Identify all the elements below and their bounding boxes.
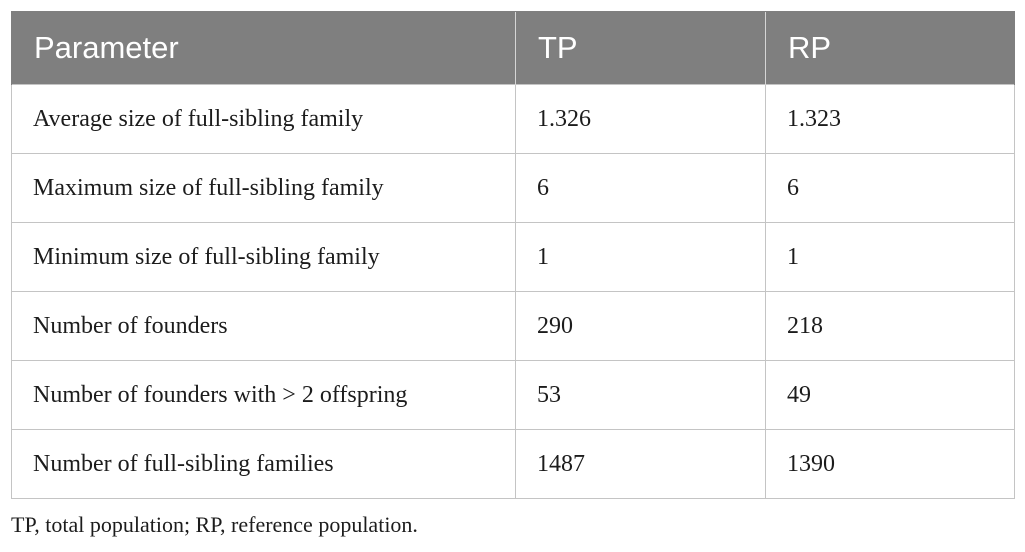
rp-value-cell: 1 — [765, 222, 1015, 292]
row-label-cell: Minimum size of full-sibling family — [11, 222, 516, 292]
table-row: Maximum size of full-sibling family 6 6 — [11, 153, 1015, 223]
tp-value-cell: 1487 — [515, 429, 766, 499]
table-row: Number of founders 290 218 — [11, 291, 1015, 361]
tp-value-cell: 290 — [515, 291, 766, 361]
table-row: Number of founders with > 2 offspring 53… — [11, 360, 1015, 430]
rp-value-cell: 1.323 — [765, 84, 1015, 154]
table-footnote: TP, total population; RP, reference popu… — [11, 512, 418, 537]
header-cell-rp: RP — [765, 11, 1015, 85]
tp-value-cell: 53 — [515, 360, 766, 430]
tp-value-cell: 1 — [515, 222, 766, 292]
header-row: Parameter TP RP — [11, 11, 1015, 85]
header-cell-parameter: Parameter — [11, 11, 516, 85]
row-label-cell: Number of full-sibling families — [11, 429, 516, 499]
data-table-container: Parameter TP RP Average size of full-sib… — [11, 11, 1015, 499]
row-label-cell: Average size of full-sibling family — [11, 84, 516, 154]
table-row: Number of full-sibling families 1487 139… — [11, 429, 1015, 499]
table-row: Average size of full-sibling family 1.32… — [11, 84, 1015, 154]
header-cell-tp: TP — [515, 11, 766, 85]
row-label-cell: Number of founders with > 2 offspring — [11, 360, 516, 430]
rp-value-cell: 49 — [765, 360, 1015, 430]
tp-value-cell: 1.326 — [515, 84, 766, 154]
table-body: Average size of full-sibling family 1.32… — [11, 84, 1015, 499]
tp-value-cell: 6 — [515, 153, 766, 223]
rp-value-cell: 1390 — [765, 429, 1015, 499]
data-table: Parameter TP RP Average size of full-sib… — [11, 11, 1015, 499]
table-row: Minimum size of full-sibling family 1 1 — [11, 222, 1015, 292]
table-header: Parameter TP RP — [11, 11, 1015, 85]
row-label-cell: Maximum size of full-sibling family — [11, 153, 516, 223]
rp-value-cell: 6 — [765, 153, 1015, 223]
rp-value-cell: 218 — [765, 291, 1015, 361]
row-label-cell: Number of founders — [11, 291, 516, 361]
